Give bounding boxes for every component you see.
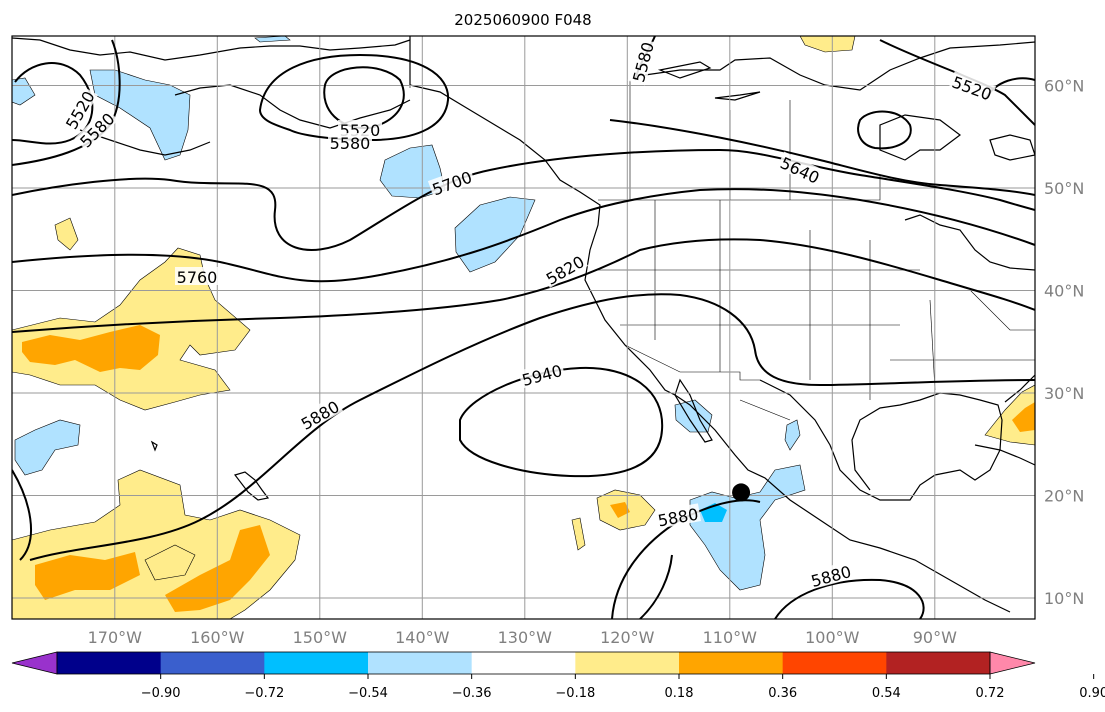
contour-5880-low-east [639, 554, 673, 619]
contour-5520-west [12, 62, 94, 145]
x-tick-label: 140°W [395, 628, 450, 647]
contour-5820 [12, 238, 1035, 333]
colorbar-tick-label: 0.54 [872, 686, 901, 701]
anomaly-shading [12, 36, 1035, 619]
shade-blue-top [254, 36, 291, 43]
colorbar: −0.90 −0.72 −0.54 −0.36 −0.18 0.18 0.36 0.54 0.7… [11, 651, 1105, 701]
contour-label-text: 5580 [330, 134, 371, 153]
coast-baja [674, 378, 713, 443]
shade-yellow-hawaii-north [54, 217, 79, 251]
location-marker [732, 483, 751, 502]
island-small-1 [150, 440, 158, 452]
shade-blue-mexico-w [784, 419, 801, 451]
border-state-9 [969, 289, 1035, 331]
y-tick-label: 40°N [1044, 282, 1084, 301]
island-greenland-edge [989, 134, 1035, 161]
contour-5880-main [29, 293, 1035, 561]
chart-title: 2025060900 F048 [454, 11, 591, 29]
contour-5580-low [258, 53, 450, 142]
shade-orange-gulf [1012, 402, 1035, 432]
y-tick-label: 30°N [1044, 384, 1084, 403]
coast-gulf-of-mexico [759, 379, 1003, 501]
colorbar-extend-low [11, 651, 58, 675]
contour-label-text: 5760 [177, 268, 218, 287]
colorbar-tick-label: 0.36 [768, 686, 797, 701]
coast-great-lakes [904, 214, 1035, 271]
coast-florida [1004, 374, 1035, 403]
x-tick-label: 90°W [913, 628, 957, 647]
x-tick-label: 160°W [190, 628, 245, 647]
shade-blue-far-west [12, 77, 36, 106]
island-north-1 [714, 91, 761, 101]
x-tick-label: 150°W [293, 628, 348, 647]
colorbar-segment [575, 652, 680, 674]
colorbar-tick-label: −0.90 [141, 686, 181, 701]
y-axis-ticks: 60°N 50°N 40°N 30°N 20°N 10°N [1044, 77, 1084, 609]
map-frame [11, 35, 1036, 620]
contour-5520-low [323, 66, 405, 130]
shade-orange-south-pacific [35, 525, 270, 612]
x-tick-label: 170°W [88, 628, 143, 647]
colorbar-segment [57, 652, 162, 674]
colorbar-tick-label: −0.18 [555, 686, 595, 701]
colorbar-segment [264, 652, 369, 674]
coastlines [12, 36, 1035, 613]
contour-small-north [857, 110, 912, 150]
coast-alaska-south [174, 84, 411, 129]
colorbar-tick-label: 0.18 [665, 686, 694, 701]
contour-5520-ne [879, 39, 1035, 126]
contour-5880-loop-west [12, 469, 32, 561]
y-tick-label: 10°N [1044, 589, 1084, 608]
height-contours [12, 36, 1035, 619]
colorbar-segment [368, 652, 473, 674]
contour-5700 [12, 148, 1035, 251]
border-us-mexico [624, 344, 760, 381]
colorbar-segment [471, 652, 576, 674]
contour-5880-south [774, 578, 925, 619]
contour-label: 5760 [175, 267, 219, 287]
colorbar-segment [679, 652, 784, 674]
coast-aleutians [79, 129, 211, 156]
colorbar-segment [886, 652, 991, 674]
colorbar-tick-label: 0.72 [976, 686, 1005, 701]
colorbar-segment [160, 652, 265, 674]
coast-cuba [974, 444, 1035, 466]
colorbar-tick-label: −0.36 [452, 686, 492, 701]
x-tick-label: 130°W [498, 628, 553, 647]
border-us-canada [598, 175, 881, 201]
coast-hudson [879, 114, 961, 161]
shade-blue-hawaii-west [14, 419, 81, 476]
y-tick-label: 20°N [1044, 487, 1084, 506]
island-north-2 [657, 61, 712, 79]
colorbar-extend-high [989, 651, 1036, 675]
shade-orange-east-pacific [610, 502, 630, 518]
colorbar-tick-label: 0.90 [1079, 686, 1105, 701]
border-state-7 [929, 299, 936, 391]
y-tick-label: 50°N [1044, 179, 1084, 198]
contour-5640 [609, 119, 1035, 196]
coast-north-america-west [409, 36, 1011, 613]
island-hawaii [233, 471, 270, 501]
shade-yellow-northeast [799, 36, 856, 53]
shade-orange-central-pacific [22, 325, 160, 372]
coast-arctic [12, 37, 411, 61]
contour-5760 [12, 188, 1035, 283]
gridlines [12, 36, 1035, 619]
x-tick-label: 120°W [600, 628, 655, 647]
colorbar-segment [782, 652, 887, 674]
border-mexico-1 [739, 399, 791, 421]
x-tick-label: 110°W [703, 628, 758, 647]
shade-yellow-small-pacific [571, 517, 586, 551]
colorbar-tick-label: −0.54 [348, 686, 388, 701]
colorbar-tick-label: −0.72 [244, 686, 284, 701]
y-tick-label: 60°N [1044, 77, 1084, 96]
contour-label: 5580 [328, 133, 372, 153]
x-tick-label: 100°W [805, 628, 860, 647]
x-axis-ticks: 170°W 160°W 150°W 140°W 130°W 120°W 110°W 100°W… [88, 628, 957, 647]
